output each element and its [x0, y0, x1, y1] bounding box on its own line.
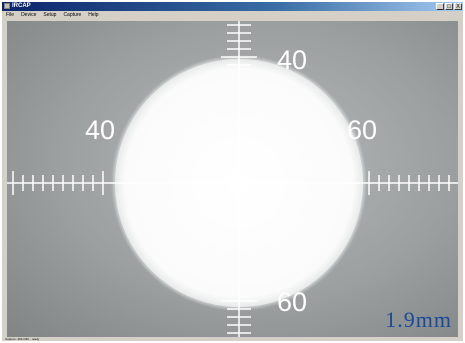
menu-capture[interactable]: Capture	[63, 12, 82, 18]
maximize-button[interactable]: □	[445, 3, 453, 10]
menu-bar: File Device Setup Capture Help	[2, 11, 463, 19]
window-title: IRCAP	[12, 3, 31, 9]
menu-setup[interactable]: Setup	[43, 12, 57, 18]
reticle-overlay: 40 40 60 60	[7, 21, 458, 337]
reticle-label-left: 40	[85, 115, 115, 145]
menu-help[interactable]: Help	[88, 12, 99, 18]
status-bar: Capture: 464×340 · ready	[2, 337, 463, 341]
title-bar[interactable]: IRCAP _ □ X	[2, 2, 463, 11]
app-icon	[4, 3, 10, 9]
camera-viewport[interactable]: 40 40 60 60 1.9mm	[7, 21, 458, 337]
app-window: IRCAP _ □ X File Device Setup Capture He…	[2, 2, 463, 341]
reticle-label-right: 60	[347, 115, 377, 145]
menu-file[interactable]: File	[6, 12, 15, 18]
reticle-ticks	[12, 24, 450, 334]
reticle-label-bottom: 60	[277, 287, 307, 317]
close-button[interactable]: X	[454, 3, 462, 10]
menu-device[interactable]: Device	[21, 12, 37, 18]
window-controls: _ □ X	[436, 3, 462, 10]
scale-label: 1.9mm	[385, 307, 452, 332]
minimize-button[interactable]: _	[436, 3, 444, 10]
reticle-label-top: 40	[277, 45, 307, 75]
